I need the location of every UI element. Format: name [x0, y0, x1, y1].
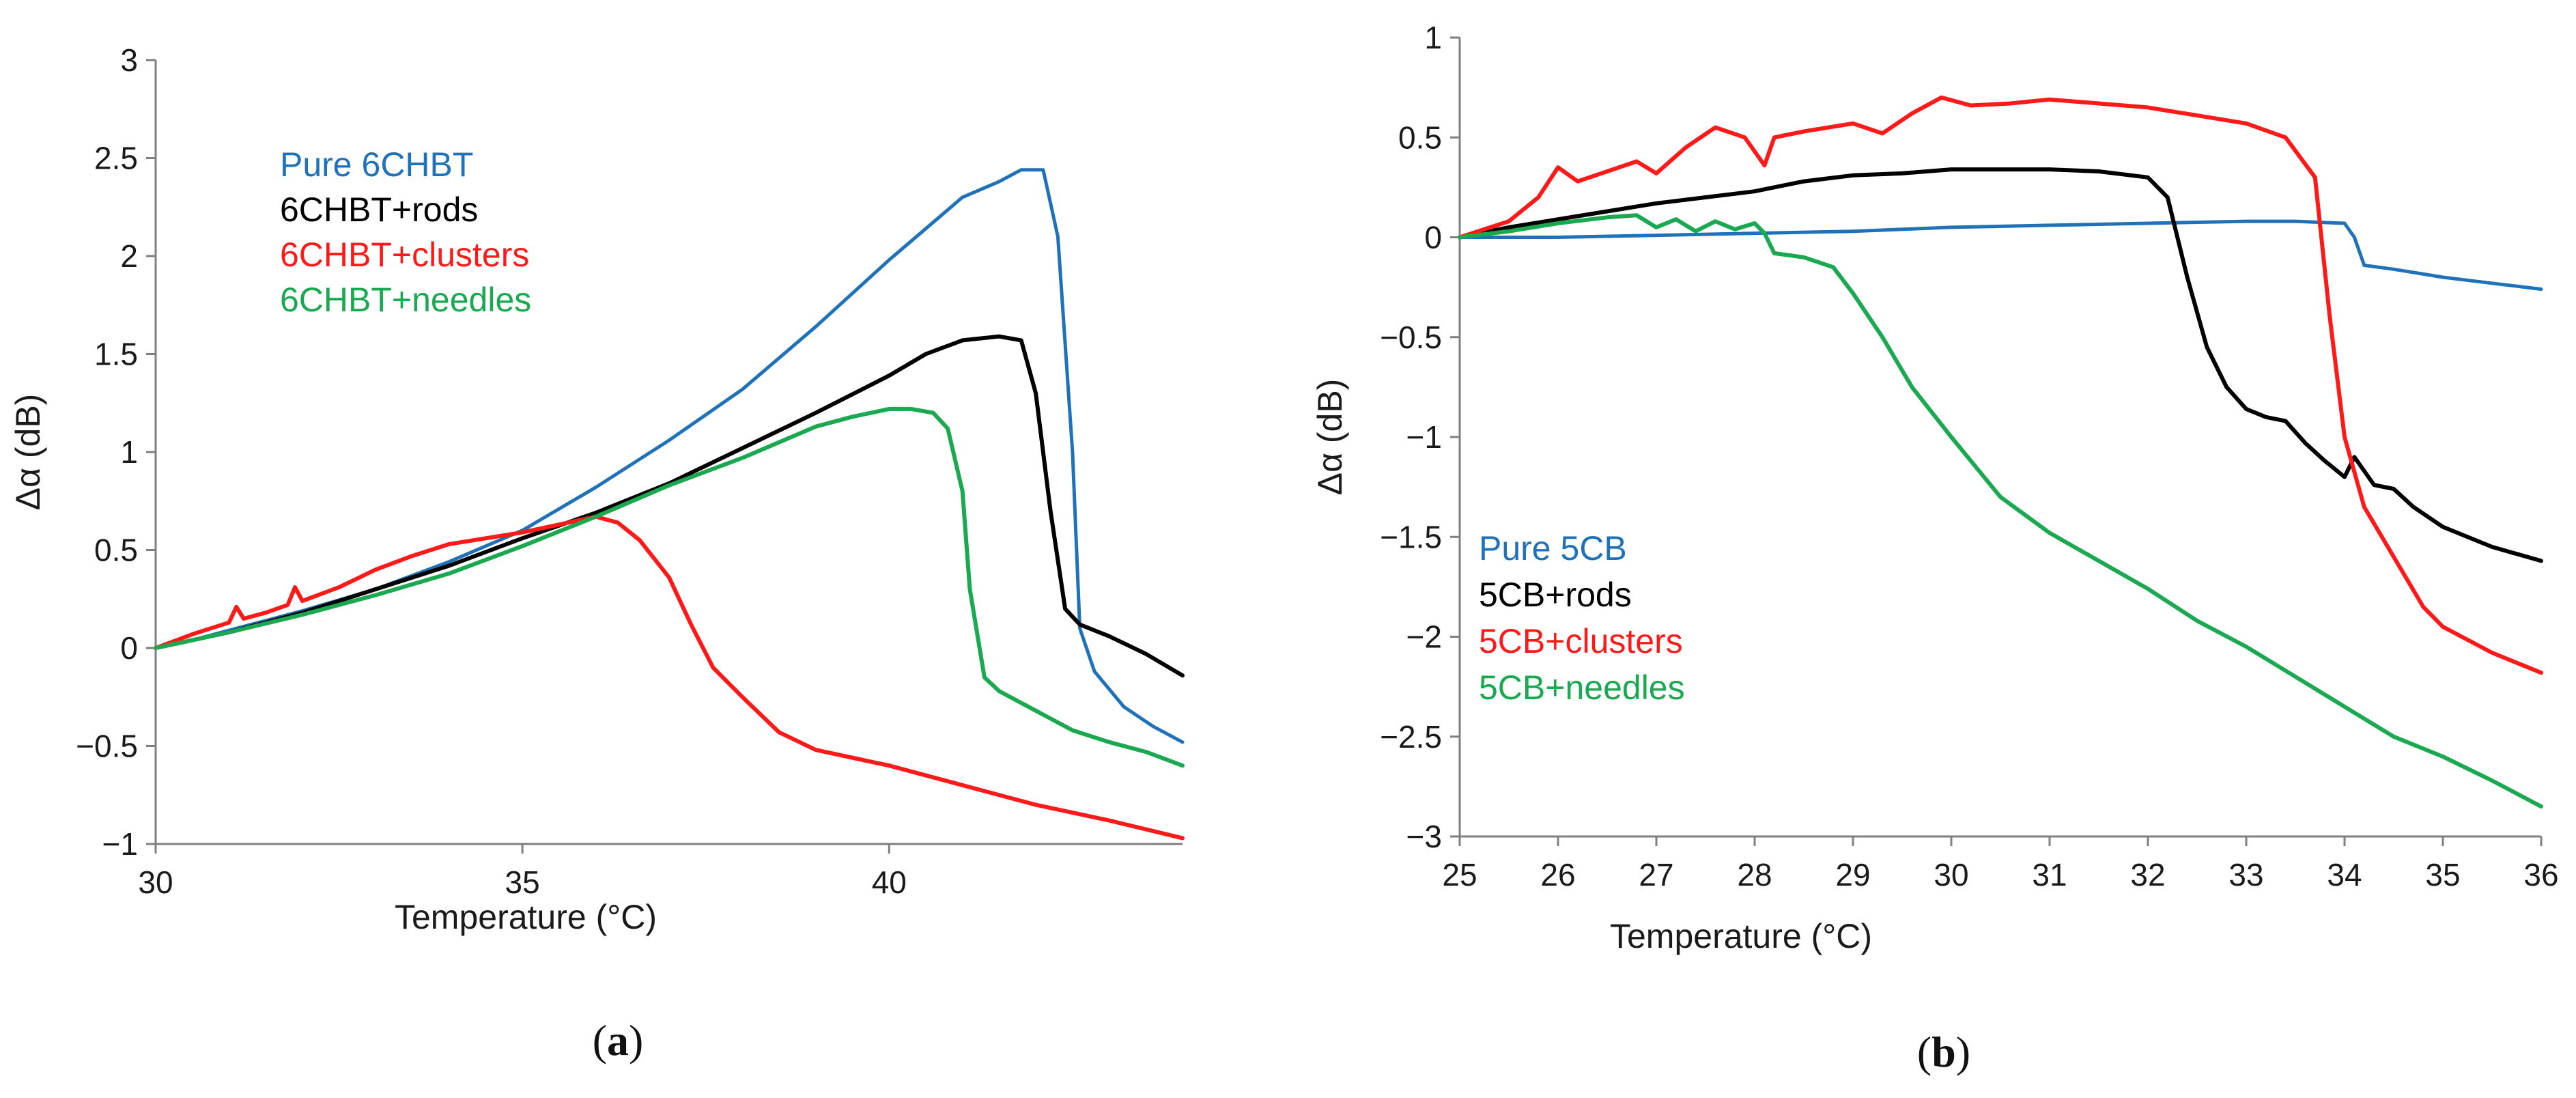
y-tick-label: 2	[120, 238, 138, 274]
series-line-5cb-rods	[1458, 167, 2543, 563]
y-tick-label: 0	[1424, 220, 1442, 255]
series-line-5cb-clusters	[1458, 95, 2543, 675]
legend-entry: Pure 5CB	[1479, 529, 1627, 567]
x-tick-label: 30	[138, 864, 173, 900]
x-tick-label: 26	[1540, 857, 1575, 892]
series-line-5cb-needles	[1458, 213, 2543, 809]
legend-entry: 5CB+clusters	[1479, 622, 1683, 660]
y-axis-title: Δα (dB)	[1311, 379, 1349, 496]
x-axis-title: Temperature (°C)	[395, 898, 657, 936]
x-tick-label: 28	[1737, 857, 1772, 892]
panel-label-letter: a	[607, 1016, 629, 1065]
y-tick-label: 1.5	[94, 337, 138, 372]
legend-entry: 6CHBT+clusters	[280, 236, 529, 274]
panel-label-close: )	[1956, 1028, 1970, 1076]
x-tick-label: 30	[1934, 857, 1968, 892]
series-line-pure-5cb	[1458, 219, 2543, 291]
x-tick-label: 33	[2228, 857, 2263, 892]
panel-label-close: )	[629, 1016, 643, 1065]
x-axis-title: Temperature (°C)	[1610, 917, 1872, 955]
y-tick-label: 3	[120, 42, 138, 78]
x-tick-label: 32	[2130, 857, 2165, 892]
panel-label: (b)	[1917, 1028, 1970, 1076]
y-tick-label: 1	[120, 434, 138, 470]
x-tick-label: 31	[2032, 857, 2067, 892]
y-tick-label: −1	[1406, 419, 1442, 455]
legend-entry: 5CB+needles	[1479, 668, 1685, 707]
y-tick-label: 0	[120, 630, 138, 666]
x-tick-label: 25	[1442, 857, 1477, 892]
chart-panel-a: −1 −0.5 0 0.5 1 1.5 2 2.5 3 30 35 40 Temperature (°C…	[9, 42, 1185, 1065]
y-tick-label: 0.5	[1398, 119, 1442, 155]
y-tick-label: −0.5	[76, 729, 138, 764]
panel-label-letter: b	[1931, 1028, 1956, 1076]
y-axis-title: Δα (dB)	[9, 394, 47, 511]
legend-entry: 6CHBT+rods	[280, 191, 478, 229]
y-tick-label: −0.5	[1380, 320, 1442, 355]
y-tick-label: 1	[1424, 20, 1442, 55]
legend-entry: 5CB+rods	[1479, 576, 1632, 614]
x-tick-label: 34	[2327, 857, 2362, 892]
y-tick-label: −2.5	[1380, 719, 1442, 755]
panel-label-open: (	[593, 1016, 607, 1065]
x-tick-label: 40	[872, 864, 907, 900]
series-line-6chbt-needles	[154, 406, 1185, 768]
y-tick-label: −1	[102, 826, 138, 862]
legend-entry: Pure 6CHBT	[280, 145, 473, 184]
x-tick-label: 29	[1835, 857, 1870, 892]
chart-panel-b: −3 −2.5 −2 −1.5 −1 −0.5 0 0.5 1 25 26 27 28 29 30 31 32 3…	[1311, 20, 2559, 1076]
panel-label: (a)	[593, 1016, 644, 1065]
series-line-6chbt-clusters	[154, 514, 1185, 841]
series-line-6chbt-rods	[154, 334, 1185, 678]
y-tick-label: −1.5	[1380, 519, 1442, 554]
legend-entry: 6CHBT+needles	[280, 281, 531, 319]
x-tick-label: 27	[1639, 857, 1673, 892]
y-tick-label: 0.5	[94, 533, 138, 568]
x-tick-label: 35	[2425, 857, 2460, 892]
y-tick-label: 2.5	[94, 141, 138, 176]
y-tick-label: −3	[1406, 819, 1442, 854]
x-tick-label: 35	[505, 864, 540, 900]
panel-label-open: (	[1917, 1028, 1931, 1076]
y-tick-label: −2	[1406, 619, 1442, 655]
x-tick-label: 36	[2523, 857, 2558, 892]
